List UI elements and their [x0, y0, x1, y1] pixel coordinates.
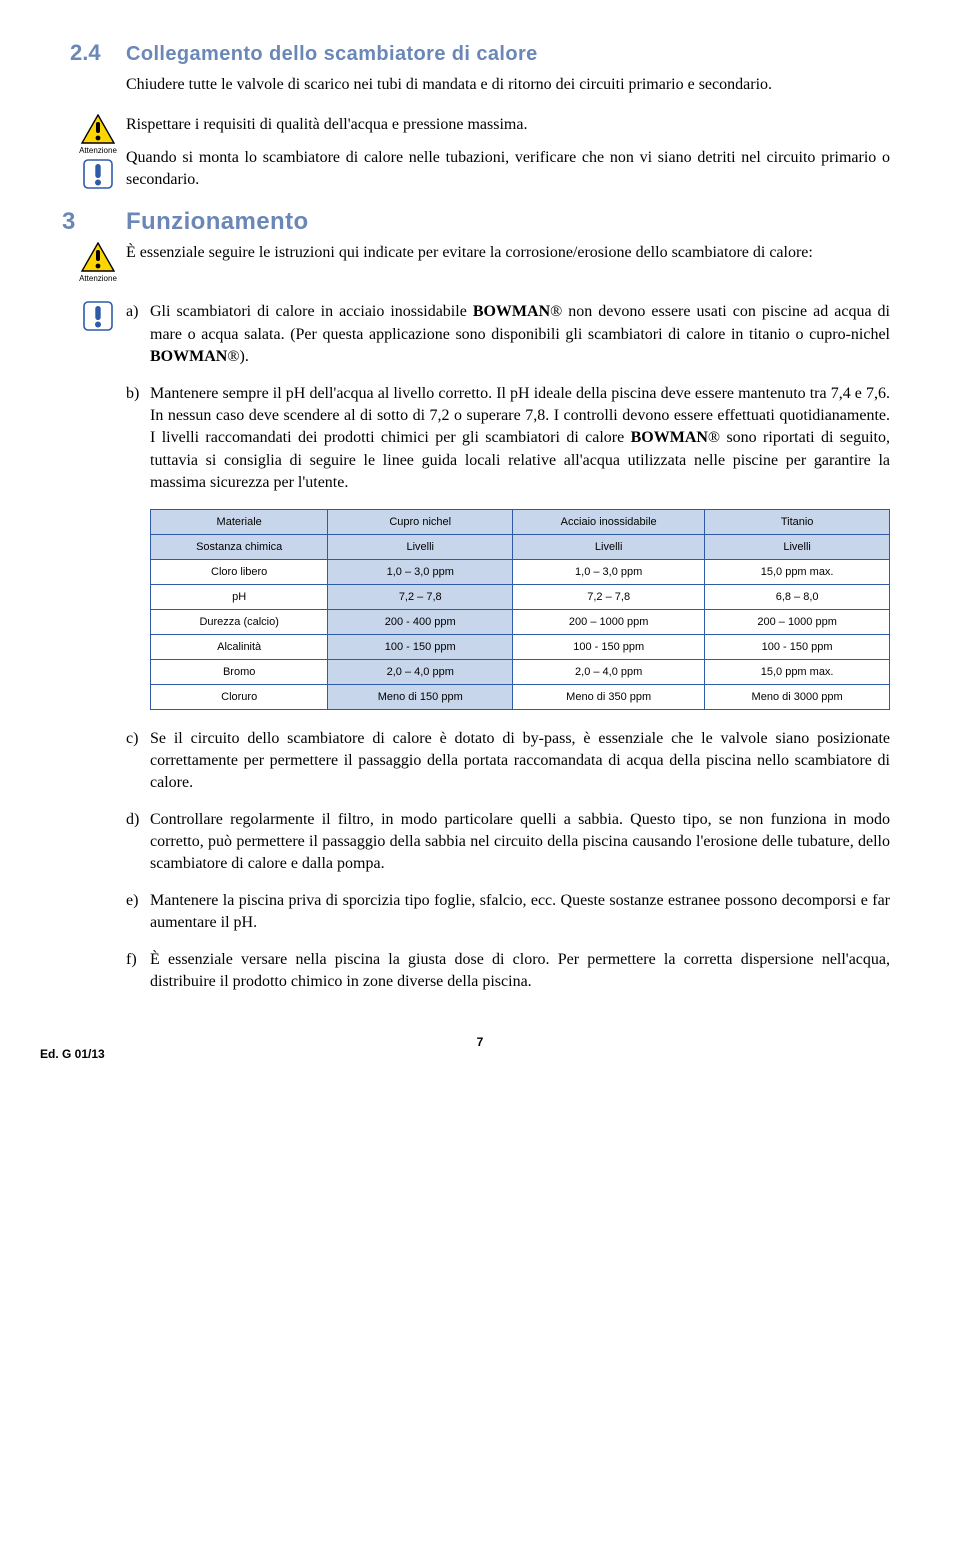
table-cell: 15,0 ppm max. — [705, 559, 890, 584]
table-cell: 15,0 ppm max. — [705, 659, 890, 684]
section-number: 3 — [62, 208, 118, 236]
table-cell: Durezza (calcio) — [151, 609, 328, 634]
paragraph: È essenziale seguire le istruzioni qui i… — [126, 242, 890, 264]
table-cell: 7,2 – 7,8 — [513, 584, 705, 609]
table-cell: 6,8 – 8,0 — [705, 584, 890, 609]
list-item: c) Se il circuito dello scambiatore di c… — [126, 728, 890, 795]
table-cell: Cloro libero — [151, 559, 328, 584]
list-item: f) È essenziale versare nella piscina la… — [126, 949, 890, 994]
list-item: d) Controllare regolarmente il filtro, i… — [126, 809, 890, 876]
warning-triangle-icon — [81, 114, 115, 144]
table-cell: Livelli — [328, 534, 513, 559]
list-text: Gli scambiatori di calore in acciaio ino… — [150, 301, 890, 368]
list-marker: e) — [126, 890, 150, 935]
table-header-cell: Cupro nichel — [328, 509, 513, 534]
list-text: Mantenere la piscina priva di sporcizia … — [150, 890, 890, 935]
page-footer: 7 Ed. G 01/13 — [70, 1035, 890, 1049]
section-2-4-warning-row: Attenzione Rispettare i requisiti di qua… — [70, 114, 890, 203]
list-marker: d) — [126, 809, 150, 876]
paragraph: Quando si monta lo scambiatore di calore… — [126, 147, 890, 190]
table-cell: 200 – 1000 ppm — [513, 609, 705, 634]
warning-label: Attenzione — [79, 146, 117, 155]
section-number: 2.4 — [70, 40, 126, 66]
list-item: e) Mantenere la piscina priva di sporciz… — [126, 890, 890, 935]
page-number: 7 — [70, 1035, 890, 1049]
warning-label: Attenzione — [79, 274, 117, 283]
table-cell: Cloruro — [151, 684, 328, 709]
table-cell: 100 - 150 ppm — [705, 634, 890, 659]
list-text: Controllare regolarmente il filtro, in m… — [150, 809, 890, 876]
warning-triangle-icon — [81, 242, 115, 272]
section-title: Funzionamento — [126, 208, 309, 235]
table-cell: 7,2 – 7,8 — [328, 584, 513, 609]
table-header-cell: Titanio — [705, 509, 890, 534]
list-item: a) Gli scambiatori di calore in acciaio … — [126, 301, 890, 368]
list-text: È essenziale versare nella piscina la gi… — [150, 949, 890, 994]
table-cell: Sostanza chimica — [151, 534, 328, 559]
list-block-ab: a) Gli scambiatori di calore in acciaio … — [70, 301, 890, 1007]
table-cell: 200 – 1000 ppm — [705, 609, 890, 634]
table-cell: Alcalinità — [151, 634, 328, 659]
table-cell: 2,0 – 4,0 ppm — [513, 659, 705, 684]
table-header-cell: Acciaio inossidabile — [513, 509, 705, 534]
table-cell: Livelli — [513, 534, 705, 559]
section-3-heading-row: 3 Funzionamento — [70, 208, 890, 236]
notice-exclaim-icon — [83, 301, 113, 331]
table-cell: 1,0 – 3,0 ppm — [513, 559, 705, 584]
section-2-4-p1-row: Chiudere tutte le valvole di scarico nei… — [70, 74, 890, 108]
paragraph: Chiudere tutte le valvole di scarico nei… — [126, 74, 890, 96]
list-marker: c) — [126, 728, 150, 795]
paragraph: Rispettare i requisiti di qualità dell'a… — [126, 114, 890, 136]
list-marker: f) — [126, 949, 150, 994]
table-cell: Livelli — [705, 534, 890, 559]
table-header-cell: Materiale — [151, 509, 328, 534]
list-text: Se il circuito dello scambiatore di calo… — [150, 728, 890, 795]
section-2-4-heading: 2.4 Collegamento dello scambiatore di ca… — [70, 40, 890, 66]
table-cell: Meno di 150 ppm — [328, 684, 513, 709]
section-3-warning-row: Attenzione È essenziale seguire le istru… — [70, 242, 890, 283]
table-cell: 2,0 – 4,0 ppm — [328, 659, 513, 684]
notice-exclaim-icon — [83, 159, 113, 189]
list-marker: a) — [126, 301, 150, 368]
edition-label: Ed. G 01/13 — [40, 1047, 105, 1061]
table-cell: 200 - 400 ppm — [328, 609, 513, 634]
list-text: Mantenere sempre il pH dell'acqua al liv… — [150, 383, 890, 495]
list-item: b) Mantenere sempre il pH dell'acqua al … — [126, 383, 890, 495]
section-title: Collegamento dello scambiatore di calore — [126, 43, 538, 66]
table-cell: 1,0 – 3,0 ppm — [328, 559, 513, 584]
table-cell: pH — [151, 584, 328, 609]
table-cell: 100 - 150 ppm — [328, 634, 513, 659]
table-cell: Meno di 350 ppm — [513, 684, 705, 709]
chemical-levels-table: MaterialeCupro nichelAcciaio inossidabil… — [150, 509, 890, 710]
list-marker: b) — [126, 383, 150, 495]
table-cell: Meno di 3000 ppm — [705, 684, 890, 709]
table-cell: 100 - 150 ppm — [513, 634, 705, 659]
table-cell: Bromo — [151, 659, 328, 684]
